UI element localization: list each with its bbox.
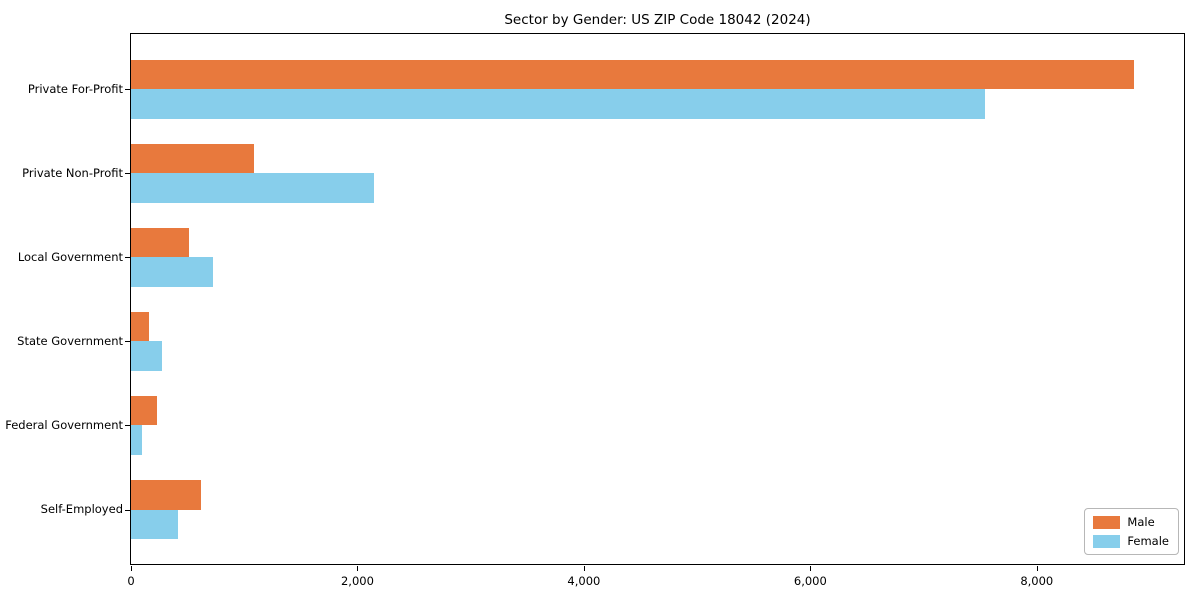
bar-male-1: [131, 143, 254, 174]
x-axis-tick: [583, 566, 585, 571]
bar-female-4: [131, 425, 142, 455]
bar-male-2: [131, 227, 189, 258]
legend-entry-male: Male: [1093, 515, 1169, 529]
legend-entry-female: Female: [1093, 534, 1169, 548]
y-axis-tick: [125, 89, 130, 90]
legend-swatch-male: [1093, 515, 1121, 529]
x-axis-tick: [357, 566, 359, 571]
x-axis-tick: [1036, 566, 1038, 571]
bar-female-5: [131, 509, 178, 539]
bar-female-2: [131, 257, 213, 287]
y-axis-tick: [125, 257, 130, 259]
x-axis-tick: [131, 566, 132, 571]
bar-female-3: [131, 341, 162, 371]
bar-female-0: [131, 89, 985, 119]
y-axis-tick: [125, 425, 130, 427]
legend-label: Male: [1127, 515, 1155, 529]
y-axis-label: Self-Employed: [40, 502, 123, 516]
bar-male-0: [131, 59, 1135, 89]
x-axis-tick: [810, 566, 812, 571]
legend: Male Female: [1084, 508, 1179, 555]
y-axis-label: Local Government: [17, 249, 123, 264]
chart-title: Sector by Gender: US ZIP Code 18042 (202…: [504, 12, 811, 28]
bar-male-3: [131, 311, 150, 342]
legend-swatch-female: [1093, 534, 1121, 548]
plot-area: Male Female Private For-Profit Private Non…: [5, 33, 1185, 588]
bar-female-1: [131, 173, 375, 203]
y-axis-label: Private Non-Profit: [22, 165, 123, 180]
y-axis-label: Federal Government: [5, 417, 123, 432]
y-axis-tick: [125, 509, 130, 511]
bar-male-5: [131, 480, 201, 510]
y-axis-label: State Government: [17, 333, 123, 348]
x-axis-label: 8,000: [1020, 574, 1054, 588]
x-axis-label: 4,000: [567, 574, 601, 588]
bar-male-4: [131, 395, 158, 426]
x-axis-label: 0: [127, 574, 135, 588]
y-axis-tick: [125, 173, 130, 175]
x-axis-label: 2,000: [340, 574, 374, 588]
legend-label: Female: [1127, 534, 1169, 548]
x-axis-label: 6,000: [793, 574, 827, 588]
y-axis-label: Private For-Profit: [27, 81, 123, 96]
y-axis-tick: [125, 341, 130, 343]
